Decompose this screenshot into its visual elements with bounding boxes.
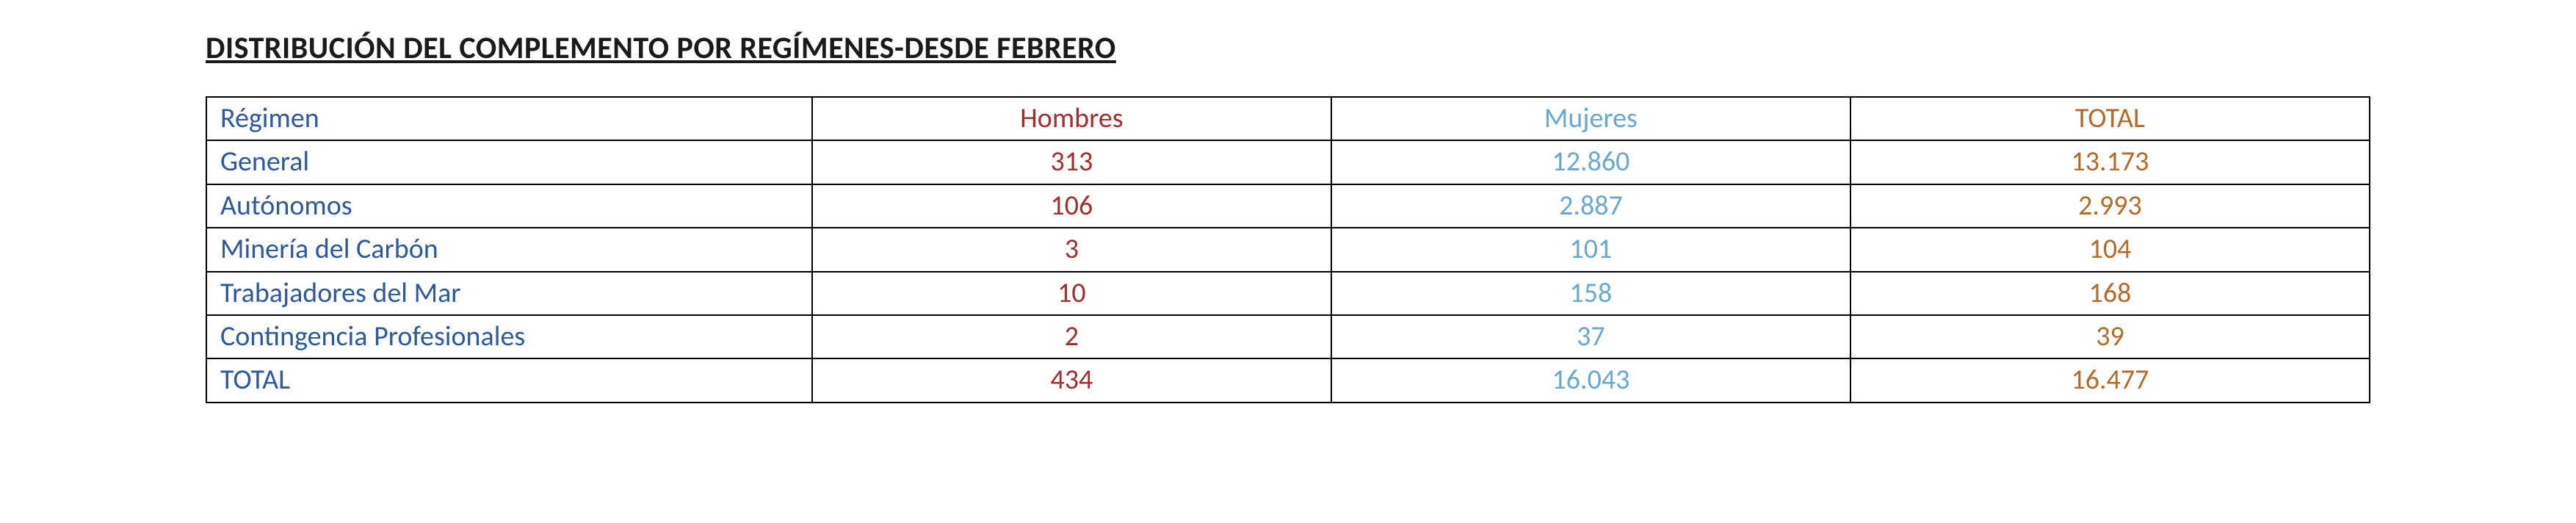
page-title: DISTRIBUCIÓN DEL COMPLEMENTO POR REGÍMEN… [206,29,2370,67]
cell-hombres: 106 [812,184,1331,228]
table-row: Trabajadores del Mar 10 158 168 [206,272,2370,315]
table-row: Minería del Carbón 3 101 104 [206,228,2370,271]
cell-total: 16.477 [1850,358,2370,402]
cell-regimen: TOTAL [206,358,812,402]
table-row-total: TOTAL 434 16.043 16.477 [206,358,2370,402]
header-regimen: Régimen [206,97,812,140]
cell-total: 168 [1850,272,2370,315]
cell-regimen: General [206,140,812,184]
cell-hombres: 313 [812,140,1331,184]
table-row: General 313 12.860 13.173 [206,140,2370,184]
header-hombres: Hombres [812,97,1331,140]
cell-regimen: Minería del Carbón [206,228,812,271]
cell-mujeres: 16.043 [1331,358,1850,402]
cell-mujeres: 37 [1331,315,1850,358]
cell-mujeres: 101 [1331,228,1850,271]
cell-mujeres: 2.887 [1331,184,1850,228]
table-row: Contingencia Profesionales 2 37 39 [206,315,2370,358]
cell-mujeres: 158 [1331,272,1850,315]
header-mujeres: Mujeres [1331,97,1850,140]
cell-regimen: Trabajadores del Mar [206,272,812,315]
cell-total: 13.173 [1850,140,2370,184]
cell-total: 39 [1850,315,2370,358]
cell-total: 2.993 [1850,184,2370,228]
table-row: Autónomos 106 2.887 2.993 [206,184,2370,228]
table-header-row: Régimen Hombres Mujeres TOTAL [206,97,2370,140]
header-total: TOTAL [1850,97,2370,140]
cell-mujeres: 12.860 [1331,140,1850,184]
cell-total: 104 [1850,228,2370,271]
cell-hombres: 434 [812,358,1331,402]
cell-hombres: 3 [812,228,1331,271]
cell-hombres: 2 [812,315,1331,358]
cell-hombres: 10 [812,272,1331,315]
distribution-table: Régimen Hombres Mujeres TOTAL General 31… [206,96,2370,403]
cell-regimen: Autónomos [206,184,812,228]
cell-regimen: Contingencia Profesionales [206,315,812,358]
